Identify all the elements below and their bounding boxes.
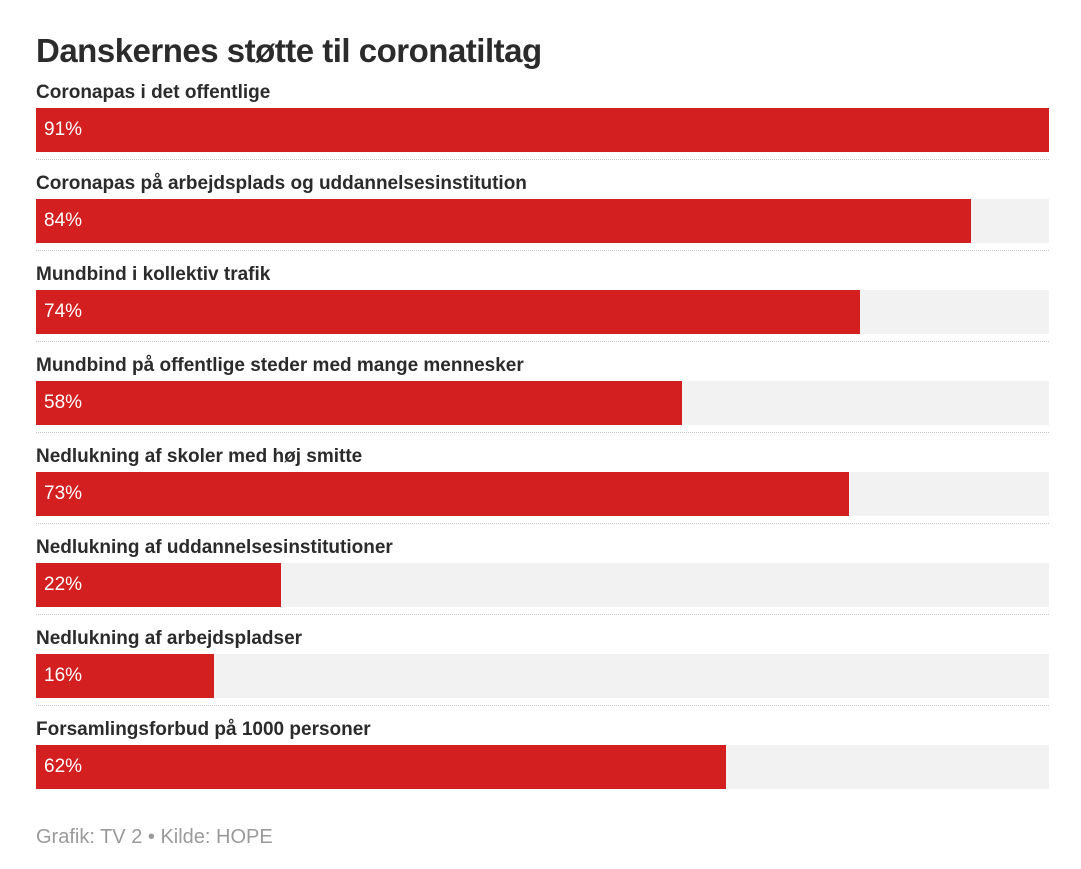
bar-row: Nedlukning af arbejdspladser 16%: [36, 624, 1049, 715]
bar-category-label: Forsamlingsforbud på 1000 personer: [36, 719, 371, 740]
bar-category-label: Coronapas i det offentlige: [36, 82, 271, 103]
bar-row: Coronapas på arbejdsplads og uddannelses…: [36, 169, 1049, 260]
bar-category-label: Nedlukning af skoler med høj smitte: [36, 446, 363, 467]
bar-track: 22%: [36, 563, 1049, 607]
bar: 73%: [36, 472, 849, 516]
bar-track: 58%: [36, 381, 1049, 425]
bar-category-label: Mundbind på offentlige steder med mange …: [36, 355, 524, 376]
bar-rows: Coronapas i det offentlige 91% Coronapas p…: [36, 78, 1049, 806]
bar: 22%: [36, 563, 281, 607]
bar: 74%: [36, 290, 860, 334]
bar-row: Coronapas i det offentlige 91%: [36, 78, 1049, 169]
bar-track: 91%: [36, 108, 1049, 152]
bar-category-label: Coronapas på arbejdsplads og uddannelses…: [36, 173, 527, 194]
bar-track: 74%: [36, 290, 1049, 334]
bar-row: Nedlukning af uddannelsesinstitutioner 22…: [36, 533, 1049, 624]
bar-category-label: Mundbind i kollektiv trafik: [36, 264, 271, 285]
row-divider: [36, 432, 1049, 433]
bar-value-label: 91%: [44, 119, 83, 140]
bar: 84%: [36, 199, 971, 243]
bar-track: 84%: [36, 199, 1049, 243]
bar-category-label: Nedlukning af arbejdspladser: [36, 628, 303, 649]
bar-category-label: Nedlukning af uddannelsesinstitutioner: [36, 537, 393, 558]
bar-track: 62%: [36, 745, 1049, 789]
bar-value-label: 16%: [44, 665, 83, 686]
bar: 58%: [36, 381, 682, 425]
bar-value-label: 74%: [44, 301, 83, 322]
bar-row: Nedlukning af skoler med høj smitte 73%: [36, 442, 1049, 533]
bar-track: 16%: [36, 654, 1049, 698]
chart-title: Danskernes støtte til coronatiltag: [36, 32, 542, 69]
row-divider: [36, 159, 1049, 160]
row-divider: [36, 523, 1049, 524]
row-divider: [36, 614, 1049, 615]
bar: 16%: [36, 654, 214, 698]
row-divider: [36, 341, 1049, 342]
bar-row: Forsamlingsforbud på 1000 personer 62%: [36, 715, 1049, 806]
bar: 62%: [36, 745, 726, 789]
bar-value-label: 58%: [44, 392, 83, 413]
bar-value-label: 22%: [44, 574, 83, 595]
bar-value-label: 62%: [44, 756, 83, 777]
bar: 91%: [36, 108, 1049, 152]
source-credit: Grafik: TV 2 • Kilde: HOPE: [36, 826, 273, 848]
row-divider: [36, 705, 1049, 706]
bar-value-label: 84%: [44, 210, 83, 231]
row-divider: [36, 250, 1049, 251]
bar-value-label: 73%: [44, 483, 83, 504]
bar-track: 73%: [36, 472, 1049, 516]
bar-row: Mundbind på offentlige steder med mange …: [36, 351, 1049, 442]
bar-row: Mundbind i kollektiv trafik 74%: [36, 260, 1049, 351]
